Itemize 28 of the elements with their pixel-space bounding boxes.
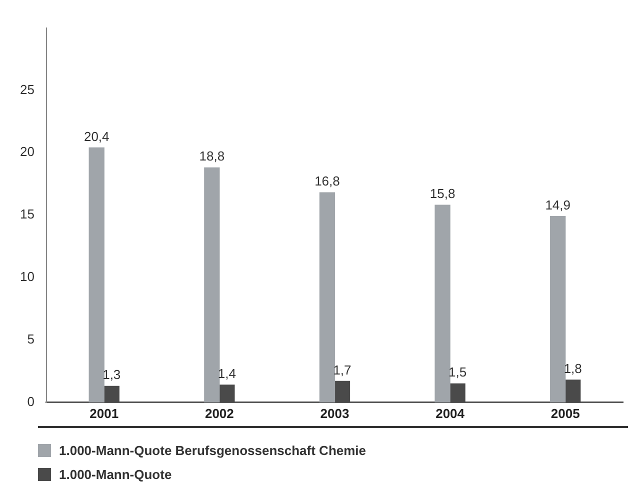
- data-label: 1,8: [564, 361, 582, 376]
- data-label: 14,9: [545, 197, 570, 212]
- y-tick-label: 0: [27, 394, 34, 409]
- y-tick-label: 15: [20, 206, 34, 222]
- bar: [434, 204, 450, 402]
- y-tick-label: 20: [20, 144, 34, 160]
- legend-label: 1.000-Mann-Quote Berufsgenossenschaft Chemie: [59, 442, 366, 458]
- data-label: 1,5: [448, 364, 467, 380]
- legend-label: 1.000-Mann-Quote: [59, 466, 172, 482]
- x-tick-label: 2002: [204, 406, 234, 421]
- bar: [204, 167, 220, 402]
- y-tick-label: 25: [20, 82, 34, 97]
- data-label: 16,8: [314, 174, 340, 189]
- data-label: 1,3: [102, 367, 121, 382]
- x-tick-label: 2004: [436, 406, 466, 421]
- y-tick-label: 10: [20, 269, 34, 284]
- bar: [319, 192, 336, 402]
- bar: [550, 216, 566, 402]
- x-tick-label: 2005: [550, 406, 580, 421]
- x-tick-label: 2001: [90, 406, 119, 421]
- bar: [88, 147, 104, 402]
- data-label: 20,4: [84, 128, 110, 144]
- data-label: 15,8: [430, 186, 456, 202]
- x-tick-label: 2003: [320, 406, 350, 421]
- data-label: 1,4: [218, 366, 236, 381]
- y-tick-label: 5: [27, 332, 34, 347]
- data-label: 18,8: [199, 148, 225, 164]
- data-label: 1,7: [333, 362, 352, 378]
